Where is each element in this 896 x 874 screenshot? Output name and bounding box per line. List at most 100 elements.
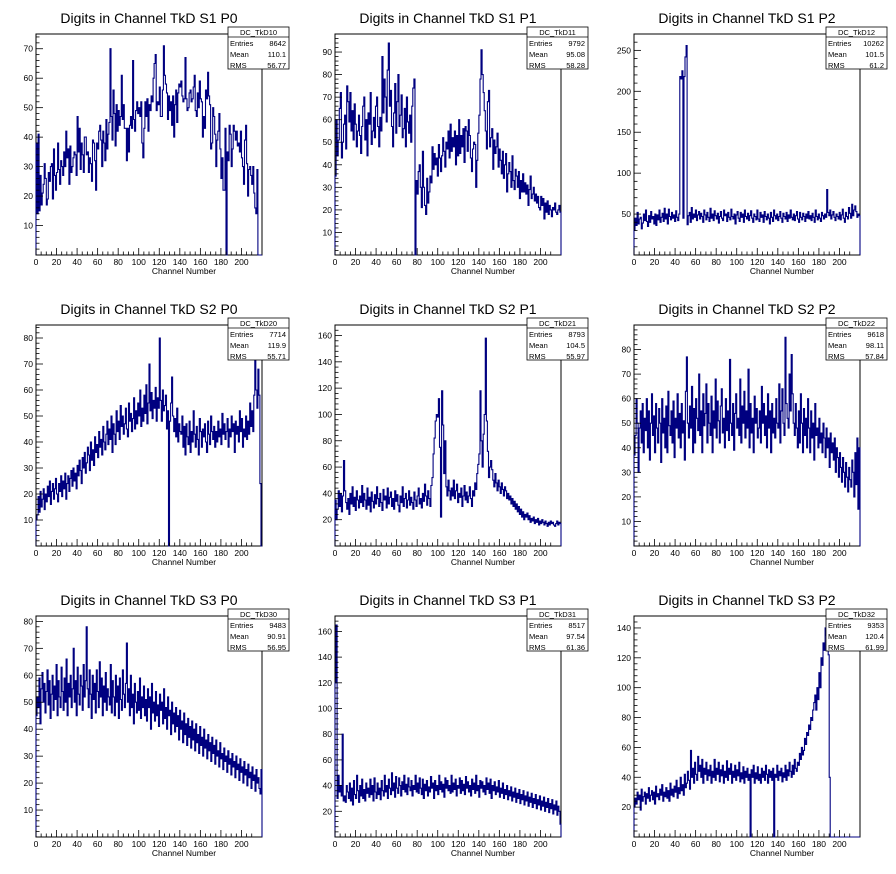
stats-name: DC_TkD22 — [838, 319, 875, 328]
x-tick-label: 80 — [412, 548, 422, 558]
chart-title: Digits in Channel TkD S2 P1 — [359, 301, 536, 317]
y-tick-label: 40 — [323, 781, 333, 791]
stats-name: DC_TkD30 — [240, 610, 277, 619]
x-tick-label: 0 — [632, 548, 637, 558]
x-tick-label: 40 — [72, 839, 82, 849]
x-tick-label: 120 — [152, 839, 166, 849]
y-tick-label: 150 — [617, 127, 631, 137]
stats-key: RMS — [828, 352, 845, 361]
x-tick-label: 60 — [691, 257, 701, 267]
chart-title: Digits in Channel TkD S1 P1 — [359, 10, 536, 26]
x-tick-label: 80 — [412, 839, 422, 849]
x-tick-label: 160 — [791, 257, 805, 267]
x-tick-label: 200 — [832, 257, 846, 267]
x-tick-label: 20 — [351, 839, 361, 849]
stats-box — [825, 26, 888, 70]
y-tick-label: 50 — [24, 411, 34, 421]
y-tick-label: 100 — [617, 168, 631, 178]
x-tick-label: 20 — [650, 548, 660, 558]
stats-key: Entries — [230, 621, 254, 630]
y-tick-label: 20 — [323, 806, 333, 816]
stats-value: 56.95 — [267, 643, 286, 652]
y-tick-label: 140 — [318, 357, 332, 367]
y-tick-label: 200 — [617, 86, 631, 96]
x-tick-label: 20 — [650, 839, 660, 849]
x-tick-label: 120 — [750, 257, 764, 267]
stats-value: 8517 — [568, 621, 585, 630]
y-tick-label: 80 — [622, 345, 632, 355]
y-tick-label: 70 — [323, 92, 333, 102]
stats-value: 61.99 — [865, 643, 884, 652]
stats-key: Entries — [529, 39, 553, 48]
x-tick-label: 160 — [791, 548, 805, 558]
x-tick-label: 180 — [214, 839, 228, 849]
x-axis-label: Channel Number — [451, 848, 515, 858]
y-tick-label: 10 — [24, 221, 34, 231]
x-tick-label: 120 — [451, 839, 465, 849]
stats-name: DC_TkD32 — [838, 610, 875, 619]
x-axis-label: Channel Number — [152, 848, 216, 858]
stats-value: 90.91 — [267, 632, 286, 641]
stats-value: 95.08 — [566, 50, 585, 59]
y-tick-label: 70 — [622, 369, 632, 379]
x-tick-label: 180 — [812, 257, 826, 267]
chart-title: Digits in Channel TkD S3 P1 — [359, 592, 536, 608]
x-axis-label: Channel Number — [451, 266, 515, 276]
x-tick-label: 80 — [113, 548, 123, 558]
x-tick-label: 160 — [791, 839, 805, 849]
x-tick-label: 100 — [431, 839, 445, 849]
y-tick-label: 140 — [318, 652, 332, 662]
x-tick-label: 60 — [392, 257, 402, 267]
x-tick-label: 140 — [472, 257, 486, 267]
x-tick-label: 60 — [691, 839, 701, 849]
y-tick-label: 80 — [323, 729, 333, 739]
stats-box — [227, 26, 290, 70]
x-tick-label: 200 — [832, 839, 846, 849]
stats-key: Mean — [230, 632, 249, 641]
x-tick-label: 60 — [392, 839, 402, 849]
histogram-panel: Digits in Channel TkD S2 P0 0 20 40 60 80 100 1… — [24, 301, 290, 567]
x-tick-label: 0 — [34, 257, 39, 267]
stats-value: 119.9 — [268, 341, 286, 350]
x-tick-label: 100 — [132, 839, 146, 849]
stats-value: 9618 — [867, 330, 884, 339]
histogram-panel: Digits in Channel TkD S2 P2 0 20 40 60 80 100 1… — [622, 301, 888, 567]
histogram-line — [633, 336, 861, 546]
y-tick-label: 60 — [622, 394, 632, 404]
x-tick-label: 120 — [451, 257, 465, 267]
x-tick-label: 180 — [214, 548, 228, 558]
histogram-line — [35, 626, 263, 837]
x-tick-label: 80 — [711, 839, 721, 849]
x-tick-label: 140 — [472, 548, 486, 558]
x-tick-label: 160 — [492, 257, 506, 267]
x-tick-label: 140 — [771, 257, 785, 267]
x-tick-label: 200 — [832, 548, 846, 558]
x-tick-label: 20 — [52, 839, 62, 849]
stats-value: 9792 — [568, 39, 585, 48]
y-tick-label: 100 — [318, 409, 332, 419]
stats-value: 97.54 — [566, 632, 585, 641]
stats-box — [825, 608, 888, 652]
stats-key: Mean — [828, 50, 847, 59]
histogram-line — [334, 624, 562, 837]
x-tick-label: 140 — [173, 839, 187, 849]
histogram-line — [334, 337, 562, 546]
x-tick-label: 80 — [711, 548, 721, 558]
x-tick-label: 0 — [333, 257, 338, 267]
x-tick-label: 200 — [533, 257, 547, 267]
chart-title: Digits in Channel TkD S3 P0 — [60, 592, 237, 608]
y-tick-label: 60 — [24, 670, 34, 680]
stats-value: 55.71 — [267, 352, 286, 361]
x-tick-label: 40 — [670, 839, 680, 849]
histogram-line — [334, 42, 562, 256]
y-tick-label: 30 — [24, 162, 34, 172]
histogram-panel: Digits in Channel TkD S2 P1 0 20 40 60 80 100 1… — [318, 301, 589, 567]
y-tick-label: 100 — [318, 704, 332, 714]
x-tick-label: 20 — [650, 257, 660, 267]
stats-key: Mean — [230, 50, 249, 59]
y-tick-label: 120 — [318, 383, 332, 393]
x-tick-label: 0 — [333, 839, 338, 849]
x-axis-label: Channel Number — [750, 266, 814, 276]
x-tick-label: 20 — [52, 257, 62, 267]
stats-key: Entries — [230, 330, 254, 339]
